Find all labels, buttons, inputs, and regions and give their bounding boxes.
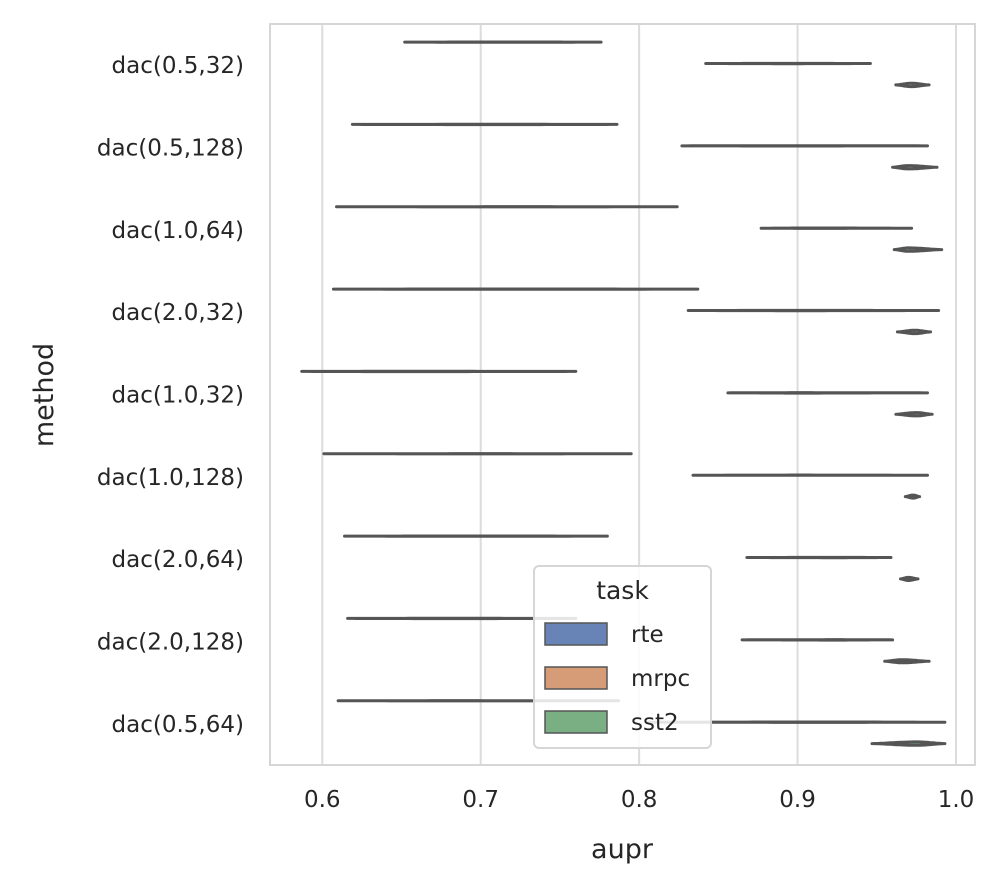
violins-layer: [300, 40, 947, 747]
y-tick-label: dac(0.5,128): [97, 136, 244, 162]
legend-label-rte: rte: [631, 622, 664, 648]
x-tick-label: 0.6: [304, 787, 341, 813]
legend: task rte mrpc sst2: [533, 565, 712, 749]
x-tick-label: 1.0: [938, 787, 975, 813]
y-tick-label: dac(0.5,32): [112, 53, 244, 79]
x-tick-labels: 0.6 0.7 0.8 0.9 1.0: [304, 787, 974, 813]
x-tick-label: 0.9: [779, 787, 816, 813]
y-tick-label: dac(1.0,128): [97, 465, 244, 491]
legend-label-sst2: sst2: [631, 710, 679, 736]
y-tick-label: dac(1.0,32): [112, 383, 244, 409]
x-tick-label: 0.8: [621, 787, 658, 813]
legend-swatch-mrpc: [544, 666, 608, 690]
y-tick-label: dac(0.5,64): [112, 712, 244, 738]
y-axis-label: method: [29, 343, 60, 447]
violin-mrpc: [740, 638, 895, 642]
legend-label-mrpc: mrpc: [631, 666, 690, 692]
y-tick-label: dac(1.0,64): [112, 218, 244, 244]
legend-swatch-rte: [544, 622, 608, 646]
legend-box: [533, 565, 712, 749]
y-tick-label: dac(2.0,128): [97, 630, 244, 656]
y-tick-label: dac(2.0,64): [112, 547, 244, 573]
legend-title: task: [596, 576, 649, 605]
x-tick-label: 0.7: [462, 787, 499, 813]
plot-frame: [269, 23, 976, 766]
y-tick-label: dac(2.0,32): [112, 300, 244, 326]
violin-mrpc: [726, 391, 929, 395]
x-axis-label: aupr: [591, 834, 654, 865]
legend-swatch-sst2: [544, 710, 608, 734]
y-tick-labels: dac(0.5,32) dac(0.5,128) dac(1.0,64) dac(2.…: [97, 53, 244, 738]
